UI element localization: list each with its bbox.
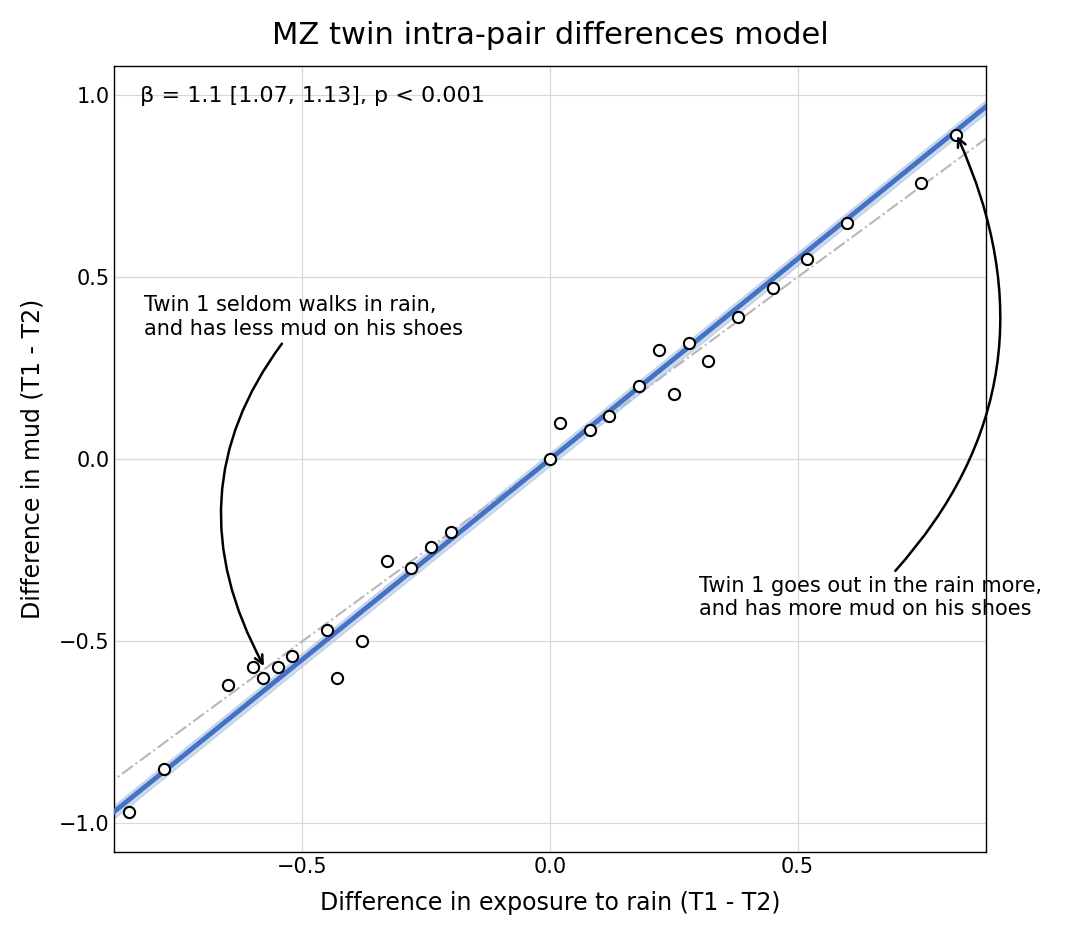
Text: Twin 1 goes out in the rain more,
and has more mud on his shoes: Twin 1 goes out in the rain more, and ha… [699, 139, 1042, 619]
Point [422, 539, 440, 554]
Point [329, 670, 346, 685]
Point [601, 408, 618, 423]
Point [269, 659, 286, 674]
Point [120, 805, 138, 820]
Y-axis label: Difference in mud (T1 - T2): Difference in mud (T1 - T2) [20, 300, 45, 620]
Point [542, 452, 559, 467]
Point [219, 678, 236, 693]
X-axis label: Difference in exposure to rain (T1 - T2): Difference in exposure to rain (T1 - T2) [319, 891, 780, 915]
Point [650, 343, 668, 358]
Text: β = 1.1 [1.07, 1.13], p < 0.001: β = 1.1 [1.07, 1.13], p < 0.001 [141, 86, 485, 106]
Point [764, 281, 782, 296]
Point [680, 335, 698, 350]
Point [244, 659, 261, 674]
Point [551, 416, 569, 431]
Point [947, 127, 964, 142]
Point [442, 524, 459, 539]
Point [254, 670, 271, 685]
Point [913, 175, 930, 190]
Title: MZ twin intra-pair differences model: MZ twin intra-pair differences model [272, 21, 829, 50]
Point [838, 215, 856, 230]
Point [155, 761, 172, 776]
Point [378, 554, 396, 569]
Text: Twin 1 seldom walks in rain,
and has less mud on his shoes: Twin 1 seldom walks in rain, and has les… [144, 296, 463, 664]
Point [730, 310, 747, 325]
Point [354, 634, 371, 649]
Point [318, 622, 335, 637]
Point [665, 387, 683, 402]
Point [580, 423, 598, 438]
Point [631, 379, 648, 394]
Point [700, 354, 717, 369]
Point [799, 252, 816, 267]
Point [284, 649, 301, 664]
Point [403, 561, 420, 576]
